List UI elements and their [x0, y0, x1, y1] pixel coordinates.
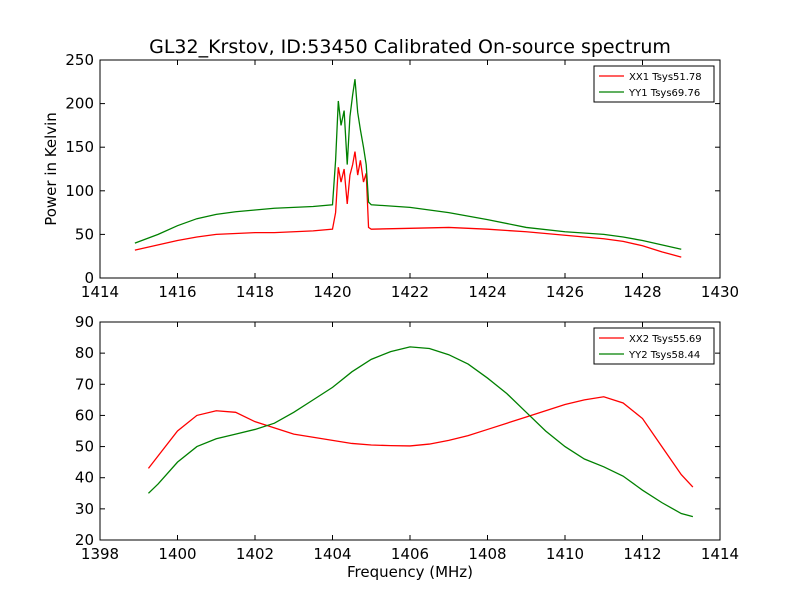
- x-axis-label: Frequency (MHz): [347, 563, 473, 581]
- x-tick-label: 1418: [236, 283, 274, 301]
- x-tick-label: 1400: [158, 545, 196, 563]
- y-axis-label: Power in Kelvin: [42, 112, 60, 226]
- x-tick-label: 1412: [623, 545, 661, 563]
- legend-label: XX2 Tsys55.69: [629, 334, 702, 345]
- series-line-1-1: [134, 151, 682, 258]
- x-tick-label: 1402: [236, 545, 274, 563]
- x-tick-label: 1426: [546, 283, 584, 301]
- x-tick-label: 1414: [81, 283, 119, 301]
- chart-title: GL32_Krstov, ID:53450 Calibrated On-sour…: [149, 36, 671, 58]
- y-tick-label: 50: [75, 438, 94, 456]
- lower-panel: 1398 1400 1402 1404 1406 1408 1410 1412 1414 20 30…: [75, 313, 739, 581]
- y-tick-label: 250: [65, 51, 94, 69]
- y-tick-label: 20: [75, 531, 94, 549]
- legend-label: YY2 Tsys58.44: [628, 350, 700, 361]
- x-tick-label: 1404: [313, 545, 351, 563]
- x-tick-label: 1410: [546, 545, 584, 563]
- y-tick-label: 150: [65, 138, 94, 156]
- series-line-2-1: [147, 396, 694, 488]
- x-tick-label: 1416: [158, 283, 196, 301]
- legend-label: XX1 Tsys51.78: [629, 72, 702, 83]
- y-tick-label: 0: [84, 269, 94, 287]
- series-line-2-2: [147, 346, 694, 518]
- y-tick-label: 50: [75, 225, 94, 243]
- y-tick-label: 80: [75, 344, 94, 362]
- y-tick-label: 40: [75, 469, 94, 487]
- y-tick-label: 30: [75, 500, 94, 518]
- x-tick-label: 1414: [701, 545, 739, 563]
- upper-panel: 1414 1416 1418 1420 1422 1424 1426 1428 1430 0 50 1…: [42, 51, 739, 301]
- legend-label: YY1 Tsys69.76: [628, 88, 700, 99]
- legend-box: [593, 327, 715, 365]
- legend: XX2 Tsys55.69 YY2 Tsys58.44: [593, 327, 715, 365]
- legend-box: [593, 65, 715, 103]
- legend: XX1 Tsys51.78 YY1 Tsys69.76: [593, 65, 715, 103]
- y-tick-label: 70: [75, 375, 94, 393]
- x-tick-label: 1430: [701, 283, 739, 301]
- x-tick-label: 1422: [391, 283, 429, 301]
- x-tick-label: 1428: [623, 283, 661, 301]
- x-tick-label: 1408: [468, 545, 506, 563]
- y-tick-label: 200: [65, 95, 94, 113]
- x-tick-label: 1398: [81, 545, 119, 563]
- x-tick-label: 1420: [313, 283, 351, 301]
- y-tick-label: 90: [75, 313, 94, 331]
- y-tick-label: 60: [75, 406, 94, 424]
- x-tick-label: 1406: [391, 545, 429, 563]
- x-tick-label: 1424: [468, 283, 506, 301]
- y-tick-label: 100: [65, 182, 94, 200]
- series-line-1-2: [134, 79, 682, 250]
